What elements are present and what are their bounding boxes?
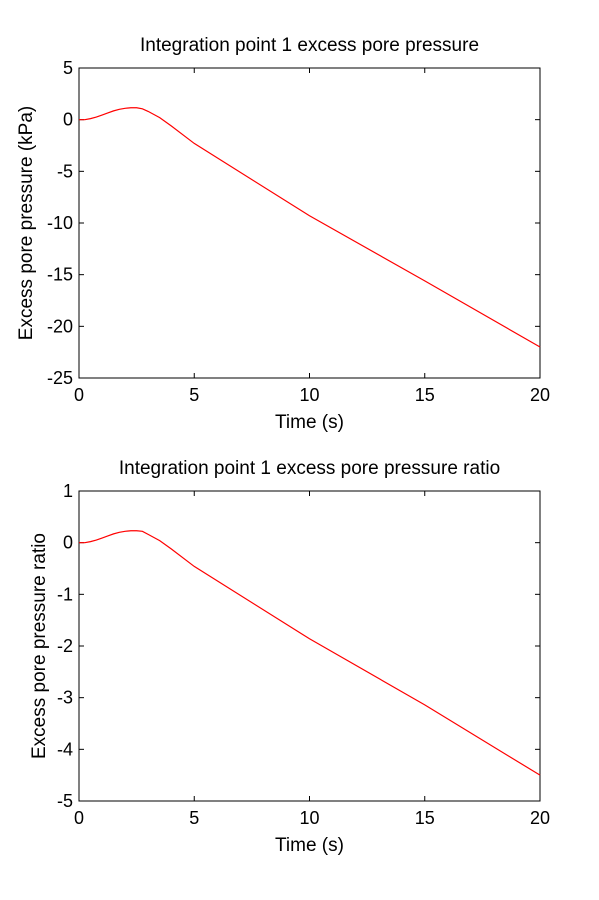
series-lines [79,107,541,348]
x-tick-label: 10 [299,808,319,828]
x-axis-label: Time (s) [275,412,344,433]
y-tick-label: -15 [47,265,73,285]
x-tick-label: 0 [74,385,84,405]
x-tick-label: 20 [530,385,550,405]
x-tick-label: 15 [415,808,435,828]
chart-title: Integration point 1 excess pore pressure [140,35,479,56]
y-tick-label: -20 [47,316,73,336]
series-line [79,107,541,348]
series-line [79,530,541,776]
y-axis-ticks: 5 0 -5 -10 -15 -20 -25 [47,58,540,388]
x-tick-label: 10 [299,385,319,405]
y-axis-label: Excess pore pressure (kPa) [16,106,37,340]
x-axis-ticks: 0 5 10 15 20 [74,68,550,405]
chart-pore-pressure: Integration point 1 excess pore pressure… [16,35,550,433]
x-axis-label: Time (s) [275,835,344,856]
y-tick-label: -3 [57,688,73,708]
x-axis-ticks: 0 5 10 15 20 [74,491,550,828]
chart-pore-pressure-ratio: Integration point 1 excess pore pressure… [29,458,550,856]
x-tick-label: 15 [415,385,435,405]
y-tick-label: -10 [47,213,73,233]
y-tick-label: -2 [57,636,73,656]
plot-frame [78,490,541,802]
y-tick-label: 0 [63,110,73,130]
x-tick-label: 5 [189,385,199,405]
y-tick-label: -4 [57,739,73,759]
y-tick-label: 1 [63,481,73,501]
y-tick-label: -5 [57,791,73,811]
x-tick-label: 0 [74,808,84,828]
plot-frame [78,67,541,379]
y-tick-label: 0 [63,533,73,553]
y-tick-label: -5 [57,161,73,181]
series-lines [79,530,541,776]
chart-title: Integration point 1 excess pore pressure… [119,458,500,479]
y-axis-label: Excess pore pressure ratio [29,533,50,759]
y-tick-label: 5 [63,58,73,78]
x-tick-label: 5 [189,808,199,828]
y-tick-label: -1 [57,584,73,604]
y-tick-label: -25 [47,368,73,388]
x-tick-label: 20 [530,808,550,828]
y-axis-ticks: 1 0 -1 -2 -3 -4 -5 [57,481,540,811]
